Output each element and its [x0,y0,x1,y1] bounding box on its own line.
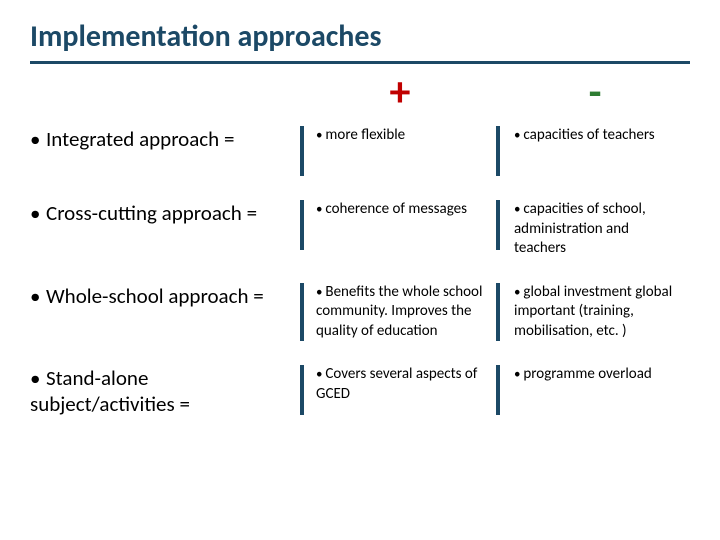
slide: Implementation approaches + - •Integrate… [0,0,720,540]
con-text: capacities of school, administration and… [514,200,646,257]
table-row: •Cross-cutting approach = • coherence of… [30,200,690,259]
minus-sign: - [589,67,602,118]
approach-text: Cross-cutting approach = [46,200,257,226]
approach-text: Whole-school approach = [46,283,264,309]
plus-sign: + [390,67,411,118]
con-cell: • programme overload [500,365,690,385]
pro-text: Benefits the whole school community. Imp… [316,283,482,340]
table-row: •Stand-alone subject/activities = • Cove… [30,365,690,417]
page-title: Implementation approaches [30,18,690,64]
approach-label: •Whole-school approach = [30,283,300,309]
pro-text: coherence of messages [325,200,467,218]
sign-header-row: + - [30,72,690,114]
pro-cell: • more flexible [300,126,500,176]
approach-text: Stand-alone subject/activities = [30,365,190,417]
approach-text: Integrated approach = [46,126,234,152]
approach-label: •Cross-cutting approach = [30,200,300,226]
con-text: capacities of teachers [523,126,654,144]
approach-label: •Stand-alone subject/activities = [30,365,300,417]
rows-container: •Integrated approach = • more flexible •… [30,126,690,417]
pro-cell: • Benefits the whole school community. I… [300,283,500,342]
con-cell: • capacities of school, administration a… [500,200,690,259]
plus-header: + [300,72,500,114]
table-row: •Integrated approach = • more flexible •… [30,126,690,176]
minus-header: - [500,72,690,114]
pro-text: Covers several aspects of GCED [316,365,477,403]
con-text: programme overload [523,365,651,383]
con-cell: • capacities of teachers [500,126,690,146]
pro-cell: • coherence of messages [300,200,500,250]
table-row: •Whole-school approach = • Benefits the … [30,283,690,342]
pro-cell: • Covers several aspects of GCED [300,365,500,415]
con-text: global investment global important (trai… [514,283,672,340]
approach-label: •Integrated approach = [30,126,300,152]
con-cell: • global investment global important (tr… [500,283,690,342]
pro-text: more flexible [325,126,405,144]
header-spacer [30,72,300,114]
